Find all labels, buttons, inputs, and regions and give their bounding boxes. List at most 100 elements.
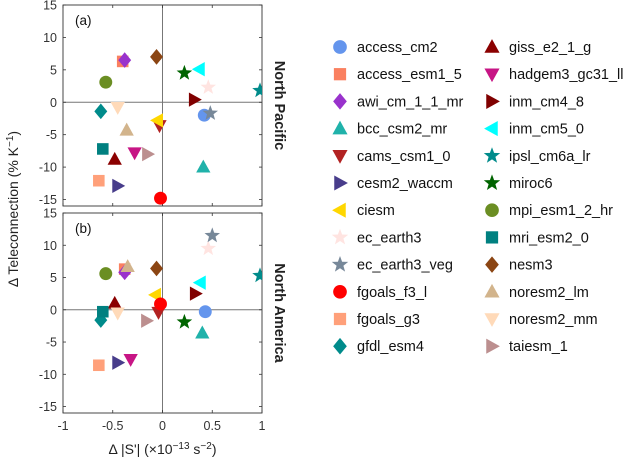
legend-item-mri_esm2_0: mri_esm2_0 xyxy=(485,230,589,246)
legend-item-mpi_esm1_2_hr: mpi_esm1_2_hr xyxy=(485,203,613,219)
data-point-noresm2_mm xyxy=(110,102,125,115)
legend-label-ec_earth3: ec_earth3 xyxy=(357,230,422,246)
data-point-ipsl_cm6a_lr xyxy=(252,267,262,283)
legend-item-ec_earth3: ec_earth3 xyxy=(331,228,422,246)
data-point-mri_esm2_0 xyxy=(97,305,109,318)
legend-marker-ec_earth3 xyxy=(331,228,349,245)
legend: access_cm2 access_esm1_5 awi_cm_1_1_mr bcc_… xyxy=(331,39,623,355)
y-tick-label: 0 xyxy=(50,303,57,317)
legend-label-inm_cm5_0: inm_cm5_0 xyxy=(509,122,584,138)
data-point-ipsl_cm6a_lr xyxy=(252,82,262,98)
legend-marker-miroc6 xyxy=(483,174,501,190)
data-points xyxy=(93,227,262,372)
x-tick-label: -0.5 xyxy=(102,419,124,433)
y-tick-label: 10 xyxy=(43,31,57,45)
legend-label-fgoals_g3: fgoals_g3 xyxy=(357,312,420,328)
legend-item-awi_cm_1_1_mr: awi_cm_1_1_mr xyxy=(333,93,464,110)
data-point-nesm3 xyxy=(150,49,163,65)
y-tick-label: 10 xyxy=(43,239,57,253)
legend-marker-cesm2_waccm xyxy=(334,175,348,191)
data-point-ec_earth3_veg xyxy=(204,227,220,243)
legend-label-bcc_csm2_mr: bcc_csm2_mr xyxy=(357,122,447,138)
legend-item-ec_earth3_veg: ec_earth3_veg xyxy=(331,256,453,274)
data-point-bcc_csm2_mr xyxy=(196,159,211,173)
data-point-mri_esm2_0 xyxy=(97,143,109,155)
data-point-gfdl_esm4 xyxy=(94,103,108,120)
legend-marker-cams_csm1_0 xyxy=(332,150,348,164)
region-label: North Pacific xyxy=(271,61,287,150)
legend-item-fgoals_f3_l: fgoals_f3_l xyxy=(333,285,427,301)
legend-item-hadgem3_gc31_ll: hadgem3_gc31_ll xyxy=(484,67,623,83)
label-text: Δ Teleconnection (% K xyxy=(5,146,21,287)
legend-item-ipsl_cm6a_lr: ipsl_cm6a_lr xyxy=(483,147,591,165)
legend-item-fgoals_g3: fgoals_g3 xyxy=(333,312,420,328)
legend-marker-mpi_esm1_2_hr xyxy=(485,203,499,218)
legend-label-inm_cm4_8: inm_cm4_8 xyxy=(509,94,584,110)
legend-label-access_cm2: access_cm2 xyxy=(357,40,438,56)
data-point-hadgem3_gc31_ll xyxy=(123,354,138,367)
y-tick-label: 15 xyxy=(43,0,57,13)
panel-b: -15 -10 -5 0 5 10 15 -1 -0.5 0 0.5 1 (b) North Americ… xyxy=(39,207,287,434)
x-tick-label: 0.5 xyxy=(204,419,221,433)
legend-label-cams_csm1_0: cams_csm1_0 xyxy=(357,149,450,165)
legend-label-fgoals_f3_l: fgoals_f3_l xyxy=(357,285,427,301)
y-tick-label: -10 xyxy=(39,161,57,175)
label-text: ) xyxy=(5,131,21,136)
legend-marker-fgoals_f3_l xyxy=(333,284,347,299)
legend-item-cams_csm1_0: cams_csm1_0 xyxy=(332,149,450,165)
data-point-fgoals_f3_l xyxy=(154,297,167,311)
data-point-ec_earth3 xyxy=(200,79,216,94)
panel-label: (a) xyxy=(75,13,92,28)
legend-label-ciesm: ciesm xyxy=(357,203,395,219)
data-point-ec_earth3 xyxy=(200,240,216,256)
data-point-ciesm xyxy=(150,113,163,128)
data-point-miroc6 xyxy=(176,64,193,80)
legend-label-noresm2_lm: noresm2_lm xyxy=(509,285,589,301)
legend-item-inm_cm4_8: inm_cm4_8 xyxy=(486,93,584,110)
legend-marker-giss_e2_1_g xyxy=(484,39,500,53)
y-axis-label: Δ Teleconnection (% K−1) xyxy=(5,131,22,287)
data-point-fgoals_g3 xyxy=(93,174,105,187)
legend-item-gfdl_esm4: gfdl_esm4 xyxy=(333,337,424,355)
legend-label-taiesm_1: taiesm_1 xyxy=(509,339,568,355)
legend-label-gfdl_esm4: gfdl_esm4 xyxy=(357,339,424,355)
legend-marker-noresm2_mm xyxy=(484,313,500,327)
legend-marker-ipsl_cm6a_lr xyxy=(483,147,501,163)
legend-label-mri_esm2_0: mri_esm2_0 xyxy=(509,230,589,246)
data-point-ec_earth3_veg xyxy=(202,105,218,120)
data-point-cesm2_waccm xyxy=(112,178,126,194)
legend-label-ec_earth3_veg: ec_earth3_veg xyxy=(357,258,453,274)
data-point-noresm2_mm xyxy=(110,307,125,321)
legend-item-giss_e2_1_g: giss_e2_1_g xyxy=(484,39,591,56)
x-tick-label: 0 xyxy=(159,419,166,433)
panel-a: -15 -10 -5 0 5 10 15 (a) North Pacific xyxy=(39,0,287,207)
data-point-taiesm_1 xyxy=(141,313,155,328)
legend-label-access_esm1_5: access_esm1_5 xyxy=(357,67,462,83)
y-tick-label: 5 xyxy=(50,63,57,77)
legend-item-noresm2_lm: noresm2_lm xyxy=(484,283,589,301)
label-text: s xyxy=(190,441,201,457)
data-point-miroc6 xyxy=(176,313,193,329)
y-tick-label: -15 xyxy=(39,400,57,414)
legend-item-miroc6: miroc6 xyxy=(483,174,553,192)
x-axis-label: Δ |S'| (×10−13 s−2) xyxy=(109,441,217,458)
data-point-giss_e2_1_g xyxy=(107,151,122,165)
data-point-access_cm2 xyxy=(198,305,212,319)
legend-label-awi_cm_1_1_mr: awi_cm_1_1_mr xyxy=(357,94,464,110)
legend-label-cesm2_waccm: cesm2_waccm xyxy=(357,176,453,192)
data-point-mpi_esm1_2_hr xyxy=(99,75,113,89)
data-point-mpi_esm1_2_hr xyxy=(99,267,113,281)
legend-marker-awi_cm_1_1_mr xyxy=(333,93,347,110)
legend-marker-mri_esm2_0 xyxy=(485,231,499,244)
region-label: North America xyxy=(271,263,287,363)
label-superscript: −1 xyxy=(5,135,16,147)
legend-marker-bcc_csm2_mr xyxy=(332,120,348,135)
data-point-hadgem3_gc31_ll xyxy=(127,147,142,161)
data-points xyxy=(93,49,262,205)
data-point-giss_e2_1_g xyxy=(107,295,122,309)
legend-marker-taiesm_1 xyxy=(486,338,500,354)
legend-item-access_cm2: access_cm2 xyxy=(333,40,438,56)
y-tick-label: -5 xyxy=(46,336,57,350)
